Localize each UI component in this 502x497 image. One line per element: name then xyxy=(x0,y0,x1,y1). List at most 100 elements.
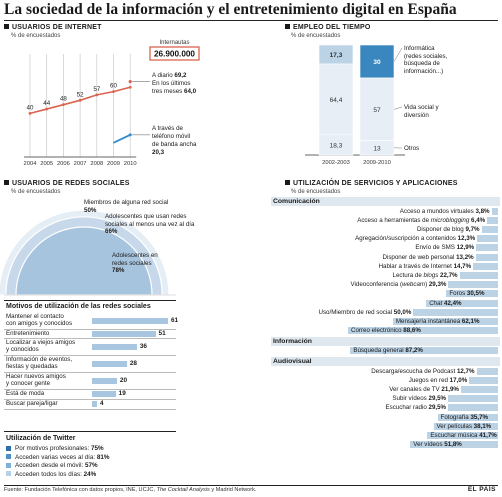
servicio-row: Acceso a mundos virtuales 3,8% xyxy=(271,207,498,216)
x-tick-label: 2005 xyxy=(40,161,53,167)
annot-mobile-l2: teléfono móvil xyxy=(152,133,191,140)
twitter-list: Por motivos profesionales: 75% Acceden v… xyxy=(6,445,110,479)
servicio-label-text: Ver canales de TV xyxy=(389,385,442,393)
servicio-bar xyxy=(477,235,498,243)
data-label: 44 xyxy=(43,100,50,107)
servicio-row: Juegos en red 17,0% xyxy=(271,376,498,385)
segment-value-label: 18,3 xyxy=(330,142,343,149)
footer-source-post: y Madrid Network. xyxy=(209,487,257,493)
servicio-label-text: Ver vídeos xyxy=(413,441,445,449)
servicio-label: Chat 42,4% xyxy=(429,299,461,308)
servicio-label: Agregación/suscripción a contenidos 12,3… xyxy=(355,234,475,243)
series-point-tres-meses xyxy=(78,98,82,102)
twitter-row: Acceden varias veces al día: 81% xyxy=(6,454,110,463)
servicio-row: Fotografía 35,7% xyxy=(271,413,498,422)
series-point-tres-meses xyxy=(128,85,132,89)
legend-vida-l2: diversión xyxy=(404,111,429,119)
servicio-value: 87,2% xyxy=(405,347,423,355)
motivo-row: Entretenimiento 51 xyxy=(4,329,176,339)
redes-ann3-l1: Adolescentes en xyxy=(112,252,158,259)
servicio-value: 88,6% xyxy=(403,327,421,335)
motivo-label: Entretenimiento xyxy=(6,330,49,337)
empleo-legend-informatica: Informática (redes sociales, búsqueda de… xyxy=(404,45,447,75)
servicio-bar xyxy=(491,207,498,215)
motivo-label-l1: Está de moda xyxy=(6,390,45,397)
empleo-legend-vida: Vida social y diversión xyxy=(404,104,439,119)
motivo-label: Está de moda xyxy=(6,390,44,397)
servicio-value: 22,7% xyxy=(438,271,458,279)
twitter-value: 81% xyxy=(96,453,110,461)
series-point-tres-meses xyxy=(95,93,99,97)
internautas-value: 26.900.000 xyxy=(154,50,195,59)
servicio-value: 29,3% xyxy=(428,281,447,289)
motivo-bar xyxy=(92,391,116,397)
segment-value-label: 57 xyxy=(373,107,381,114)
heading-square-icon xyxy=(285,24,290,29)
servicio-label-text: Acceso a mundos virtuales xyxy=(399,207,476,215)
legend-informatica-l1: Informática xyxy=(404,45,435,52)
motivo-row: Hacer nuevos amigos y conocer gente 20 xyxy=(4,372,176,390)
period-label: 2002-2003 xyxy=(322,160,350,166)
motivo-label-l1: Hacer nuevos amigos xyxy=(6,373,66,380)
redes-ann1-value: 50% xyxy=(84,206,97,214)
redes-ann2-value: 66% xyxy=(105,228,118,236)
servicio-label: Búsqueda general 87,2% xyxy=(353,346,423,355)
servicio-value: 29,5% xyxy=(428,395,447,403)
twitter-label: Por motivos profesionales: xyxy=(15,445,91,452)
page-title: La sociedad de la información y el entre… xyxy=(4,1,457,18)
data-label: 40 xyxy=(27,104,34,111)
servicio-value: 51,8% xyxy=(444,441,462,449)
annot-3m-label: tres meses xyxy=(152,88,183,95)
legend-vida-l1: Vida social y xyxy=(404,104,439,111)
empleo-subheading: % de encuestados xyxy=(291,33,341,39)
motivo-label: Localizar a viejos amigos y conocidos xyxy=(6,339,75,354)
servicio-label-text: Envío de SMS xyxy=(415,244,457,252)
motivo-row: Buscar pareja/ligar 4 xyxy=(4,399,176,410)
servicio-value: 29,5% xyxy=(428,404,447,412)
motivo-bar xyxy=(92,343,137,350)
twitter-row: Por motivos profesionales: 75% xyxy=(6,445,110,454)
segment-value-label: 17,3 xyxy=(330,52,343,59)
servicio-value: 50,0% xyxy=(393,308,412,316)
servicio-bar xyxy=(475,253,498,261)
redes-ann3-value: 78% xyxy=(112,267,125,275)
servicio-value: 17,0% xyxy=(449,376,468,384)
servicio-value: 14,7% xyxy=(453,262,472,270)
motivo-label: Buscar pareja/ligar xyxy=(6,400,58,407)
servicio-row: Lectura de blogs 22,7% xyxy=(271,271,498,280)
servicio-label-text: Hablar a través de Internet xyxy=(378,262,454,270)
servicio-row: Escuchar radio 29,5% xyxy=(271,403,498,412)
servicio-row: Disponer de blog 9,7% xyxy=(271,225,498,234)
servicio-row: Hablar a través de Internet 14,7% xyxy=(271,262,498,271)
footer-source-pre: Fuente: Fundación Telefónica con datos p… xyxy=(4,487,157,493)
motivo-bar xyxy=(92,317,168,324)
servicio-bar xyxy=(350,347,498,355)
servicio-label: Ver películas 38,1% xyxy=(436,422,491,431)
servicio-row: Mensajería instantánea 62,1% xyxy=(271,317,498,326)
motivo-label: Hacer nuevos amigos y conocer gente xyxy=(6,373,66,388)
servicio-bar xyxy=(348,327,498,335)
motivo-value: 51 xyxy=(158,329,166,337)
brand-logo: EL PAÍS xyxy=(467,486,496,493)
legend-informatica-l2: (redes sociales, xyxy=(404,52,448,60)
redes-heading: USUARIOS DE REDES SOCIALES xyxy=(4,180,130,187)
motivo-label-l2: y conocer gente xyxy=(6,380,51,388)
servicio-row: Ver canales de TV 21,9% xyxy=(271,385,498,394)
motivo-bar xyxy=(92,360,127,367)
servicio-value: 41,7% xyxy=(479,431,497,439)
period-label: 2009-2010 xyxy=(363,160,391,166)
servicio-row: Chat 42,4% xyxy=(271,299,498,308)
servicio-row: Uso/Miembro de red social 50,0% xyxy=(271,308,498,317)
motivo-label-l1: Información de eventos, xyxy=(6,356,73,363)
servicio-label: Acceso a herramientas de microblogging 6… xyxy=(357,216,485,225)
annot-3m-value: 64,0 xyxy=(184,88,197,95)
series-point-movil xyxy=(128,133,132,137)
x-tick-label: 2010 xyxy=(124,161,137,167)
servicio-label: Videoconferencia (webcam) 29,3% xyxy=(351,280,447,289)
twitter-square-icon xyxy=(6,471,11,477)
servicio-bar xyxy=(437,413,498,421)
servicio-label-italic: webcam xyxy=(402,281,426,289)
x-tick-label: 2008 xyxy=(90,161,103,167)
servicio-value: 38,1% xyxy=(473,422,492,430)
twitter-rule xyxy=(4,431,176,432)
